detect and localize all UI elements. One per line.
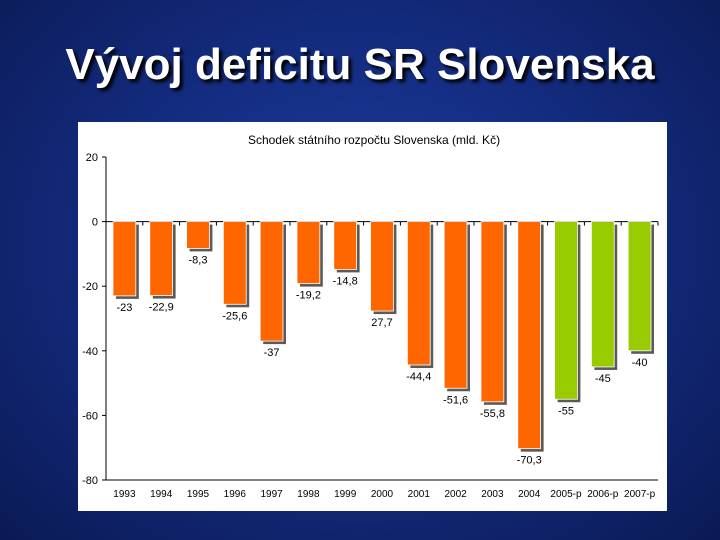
x-category-label: 1994 [150,489,173,500]
deficit-bar-chart: Schodek státního rozpočtu Slovenska (mld… [82,133,659,500]
deficit-bar [517,221,542,450]
forecast-bar [554,221,578,400]
x-category-label: 1998 [297,489,320,500]
x-category-label: 2003 [481,489,504,500]
bar-data-label: -45 [595,373,611,385]
bar-data-label: -55,8 [480,408,505,420]
x-category-label: 2002 [444,489,467,500]
bar-data-label: -37 [264,347,280,359]
x-category-label: 1997 [260,489,283,500]
y-tick-label: -40 [82,346,98,358]
forecast-bar [627,221,652,352]
x-category-label: 2000 [371,489,394,500]
bar-data-label: -22,9 [149,302,174,314]
bar-data-label: -51,6 [443,394,468,406]
y-tick-label: -80 [82,475,98,487]
deficit-bar [259,221,284,342]
x-category-label: 1999 [334,489,357,500]
deficit-bar [406,221,431,366]
y-tick-label: 20 [86,152,98,164]
x-category-label: 2001 [408,489,431,500]
x-category-label: 2006-p [587,489,619,500]
bar-data-label: 27,7 [371,317,392,329]
x-category-label: 2005-p [550,489,582,500]
deficit-bar [370,221,394,312]
deficit-bar [149,221,174,296]
bar-data-label: -23 [116,302,132,314]
bar-data-label: -8,3 [189,254,208,266]
x-category-label: 2007-p [624,489,656,500]
bar-data-label: -25,6 [222,310,247,322]
x-category-label: 1996 [224,489,247,500]
deficit-bar [222,221,247,305]
deficit-bar [480,221,505,403]
deficit-bar [443,221,468,389]
deficit-bar [186,221,210,249]
y-tick-label: -60 [82,410,98,422]
chart-frame: Schodek státního rozpočtu Slovenska (mld… [78,122,667,511]
x-category-label: 1995 [187,489,210,500]
bar-data-label: -44,4 [406,371,431,383]
deficit-bar [296,221,321,285]
forecast-bar [590,221,615,368]
bar-data-label: -19,2 [296,290,321,302]
x-category-label: 1993 [113,489,136,500]
deficit-bar [333,221,358,270]
deficit-bar [112,221,137,297]
bar-data-label: -55 [558,405,574,417]
slide-title: Vývoj deficitu SR Slovenska [65,40,655,89]
x-category-label: 2004 [518,489,541,500]
bar-data-label: -14,8 [333,275,358,287]
bar-data-label: -40 [632,357,648,369]
y-tick-label: 0 [92,217,98,229]
bar-data-label: -70,3 [517,455,542,467]
y-tick-label: -20 [82,281,98,293]
chart-title: Schodek státního rozpočtu Slovenska (mld… [248,133,500,147]
